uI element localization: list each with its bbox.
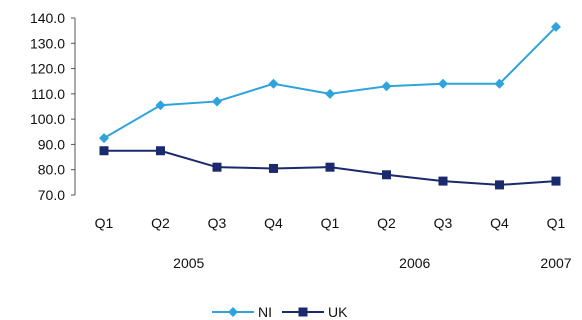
legend-item-uk: UK bbox=[282, 304, 348, 320]
data-point-uk bbox=[269, 163, 278, 173]
x-tick-label: Q2 bbox=[377, 215, 396, 231]
data-point-ni bbox=[494, 78, 505, 89]
data-point-ni bbox=[155, 100, 166, 111]
data-point-uk bbox=[551, 176, 561, 186]
data-point-ni bbox=[212, 96, 222, 107]
x-tick-label: Q4 bbox=[490, 215, 509, 231]
y-tick-label: 80.0 bbox=[38, 162, 65, 178]
data-point-ni bbox=[99, 133, 109, 144]
y-tick-label: 100.0 bbox=[30, 111, 65, 127]
data-point-uk bbox=[156, 146, 165, 156]
x-tick-label: Q2 bbox=[151, 215, 170, 231]
data-point-uk bbox=[438, 176, 448, 186]
y-tick-labels: 140.0 130.0 120.0 110.0 100.0 90.0 80.0 70.0 bbox=[30, 10, 65, 203]
legend-marker-uk bbox=[298, 307, 308, 317]
y-tick-label: 90.0 bbox=[38, 136, 65, 152]
data-point-uk bbox=[495, 180, 504, 190]
series-line-ni bbox=[103, 26, 557, 139]
year-labels: 2005 2006 2007 bbox=[173, 255, 572, 271]
data-point-uk bbox=[212, 162, 222, 172]
legend-marker-ni bbox=[228, 307, 238, 317]
series-layer bbox=[99, 21, 561, 190]
legend: NI UK bbox=[212, 304, 348, 320]
x-tick-label: Q3 bbox=[434, 215, 453, 231]
y-tick-label: 140.0 bbox=[30, 10, 65, 26]
data-point-ni bbox=[381, 81, 392, 92]
x-tick-label: Q1 bbox=[95, 215, 114, 231]
legend-label: UK bbox=[328, 304, 348, 320]
x-tick-labels: Q1 Q2 Q3 Q4 Q1 Q2 Q3 Q4 Q1 bbox=[95, 215, 566, 231]
data-point-uk bbox=[99, 146, 109, 156]
legend-item-ni: NI bbox=[212, 304, 272, 320]
x-tick-label: Q3 bbox=[208, 215, 227, 231]
y-axis bbox=[71, 17, 76, 196]
y-tick-label: 110.0 bbox=[31, 86, 65, 102]
x-tick-label: Q1 bbox=[321, 215, 340, 231]
series-uk bbox=[99, 146, 561, 190]
data-point-ni bbox=[268, 78, 279, 89]
y-tick-label: 70.0 bbox=[38, 187, 65, 203]
series-ni bbox=[99, 21, 561, 144]
x-tick-label: Q4 bbox=[264, 215, 283, 231]
y-tick-label: 120.0 bbox=[30, 61, 65, 77]
data-point-ni bbox=[325, 88, 335, 99]
year-label: 2007 bbox=[540, 255, 571, 271]
x-tick-label: Q1 bbox=[547, 215, 566, 231]
year-label: 2006 bbox=[399, 255, 430, 271]
data-point-uk bbox=[325, 162, 335, 172]
y-tick-label: 130.0 bbox=[30, 35, 65, 51]
data-point-uk bbox=[382, 170, 391, 180]
data-point-ni bbox=[438, 78, 448, 89]
year-label: 2005 bbox=[173, 255, 204, 271]
legend-label: NI bbox=[258, 304, 272, 320]
data-point-ni bbox=[551, 21, 561, 32]
